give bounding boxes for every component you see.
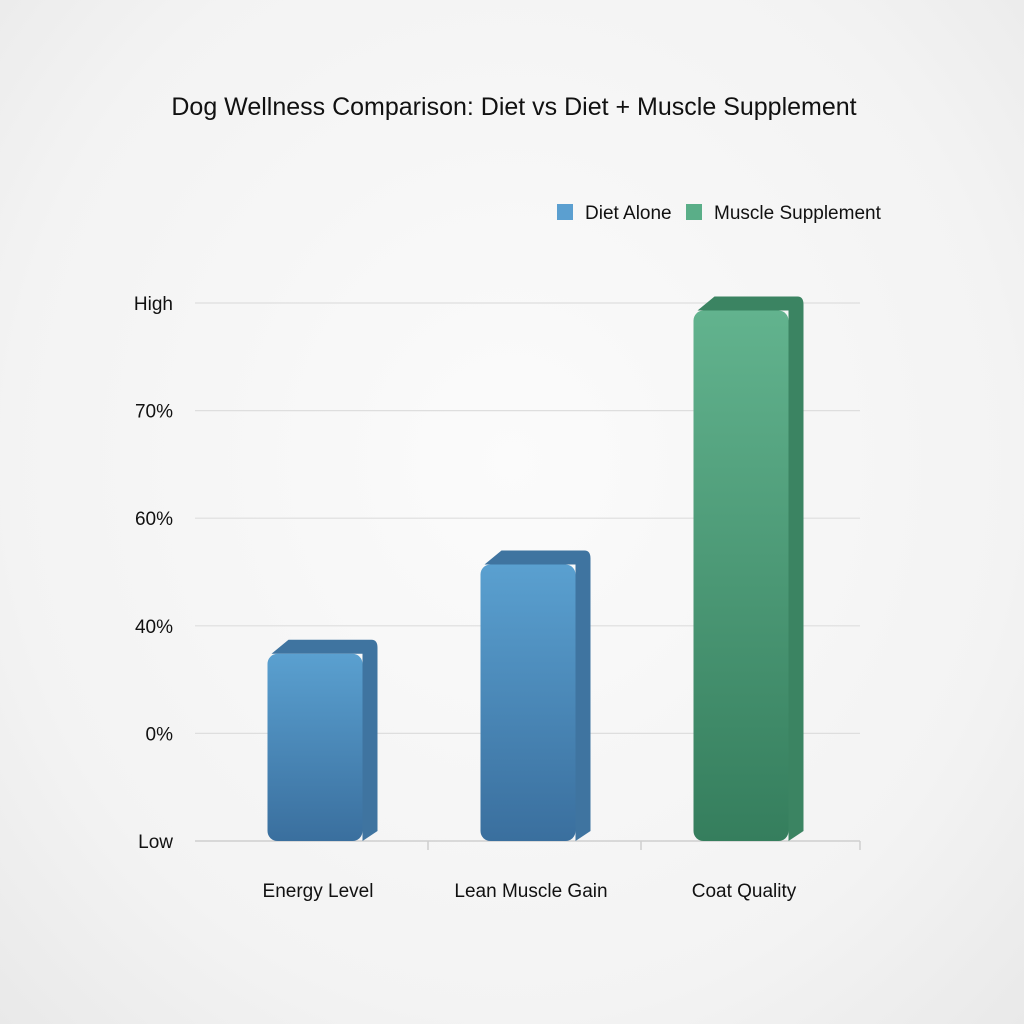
x-tick-label: Lean Muscle Gain	[454, 881, 607, 902]
bar-coat-quality	[693, 296, 804, 842]
y-tick-label: High	[134, 294, 173, 315]
y-tick-label: 60%	[135, 509, 173, 530]
bar-depth	[697, 296, 804, 842]
legend-swatch-muscle-supplement	[686, 204, 702, 220]
legend-label-diet-alone: Diet Alone	[585, 203, 672, 224]
bar-depth	[271, 639, 378, 841]
x-tick-label: Energy Level	[263, 881, 374, 902]
bar-depth	[484, 550, 591, 841]
y-tick-label: Low	[138, 832, 173, 853]
legend: Diet Alone Muscle Supplement	[557, 203, 882, 224]
bar-front	[267, 653, 363, 841]
y-tick-label: 0%	[146, 724, 174, 745]
legend-swatch-diet-alone	[557, 204, 573, 220]
bar-front	[693, 310, 789, 842]
legend-label-muscle-supplement: Muscle Supplement	[714, 203, 882, 224]
bar-front	[480, 564, 576, 841]
y-tick-label: 70%	[135, 402, 173, 423]
y-tick-label: 40%	[135, 617, 173, 638]
bar-lean-muscle-gain	[480, 550, 591, 841]
bar-energy-level	[267, 639, 378, 841]
chart-title: Dog Wellness Comparison: Diet vs Diet + …	[171, 93, 856, 121]
x-tick-label: Coat Quality	[692, 881, 797, 902]
